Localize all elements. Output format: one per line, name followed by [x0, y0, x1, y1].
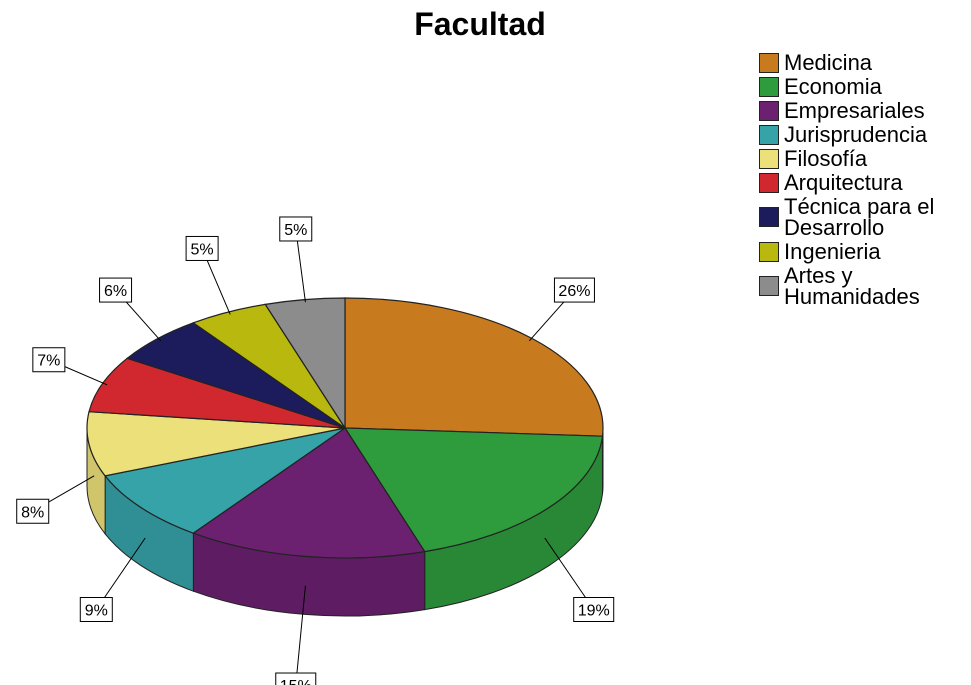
pie-top [86, 297, 604, 559]
legend-item-6: Técnica para el Desarrollo [759, 194, 971, 240]
data-label-box-5 [32, 347, 66, 373]
legend-item-3: Jurisprudencia [759, 122, 971, 147]
data-label-box-7 [185, 235, 219, 261]
legend-label-0: Medicina [784, 50, 873, 75]
legend-swatch-0 [759, 52, 779, 73]
legend-label-1: Economia [784, 74, 882, 99]
legend-swatch-5 [759, 172, 779, 193]
legend-label-5: Arquitectura [784, 170, 903, 195]
data-label-6: 6% [104, 283, 127, 300]
legend-item-8: Artes y Humanidades [759, 263, 971, 309]
legend-label-7: Ingenieria [784, 239, 881, 264]
legend-swatch-4 [759, 148, 779, 169]
pie-slice-3 [104, 427, 346, 534]
legend-item-0: Medicina [759, 50, 971, 75]
legend-swatch-1 [759, 76, 779, 97]
chart-title: Facultad [414, 6, 546, 42]
pie-slice-4 [86, 411, 346, 477]
data-label-box-0 [553, 277, 595, 303]
data-label-5: 7% [37, 353, 60, 370]
data-label-box-3 [79, 597, 113, 623]
data-label-7: 5% [191, 241, 214, 258]
legend-swatch-2 [759, 100, 779, 121]
legend-swatch-7 [759, 241, 779, 262]
legend-swatch-8 [759, 276, 779, 296]
data-label-box-8 [279, 216, 313, 242]
pie-labels: 26% 19% 15% 9% 8% 7% 6% 5% 5% [16, 216, 615, 685]
data-label-box-1 [573, 597, 615, 623]
legend-item-7: Ingenieria [759, 239, 971, 264]
pie-slice-5 [88, 357, 346, 429]
legend-item-4: Filosofía [759, 146, 971, 171]
legend: Medicina Economia Empresariales Jurispruden… [759, 52, 971, 310]
data-label-box-6 [99, 277, 133, 303]
legend-swatch-6 [759, 207, 779, 227]
data-label-3: 9% [85, 603, 108, 620]
pie-side-walls [86, 427, 604, 617]
data-label-1: 19% [578, 603, 610, 620]
data-label-2: 15% [280, 678, 312, 685]
legend-swatch-3 [759, 124, 779, 145]
data-label-0: 26% [558, 283, 590, 300]
data-label-8: 5% [284, 222, 307, 239]
legend-item-5: Arquitectura [759, 170, 971, 195]
data-label-4: 8% [21, 504, 44, 521]
pie-slice-1 [343, 427, 604, 553]
data-label-box-2 [275, 672, 317, 685]
leader-line-2 [295, 585, 306, 685]
data-label-box-4 [16, 498, 50, 524]
legend-item-1: Economia [759, 74, 971, 99]
legend-item-2: Empresariales [759, 98, 971, 123]
pie-slice-0 [344, 297, 604, 437]
pie-slice-2 [192, 427, 426, 559]
legend-label-2: Empresariales [784, 98, 925, 123]
legend-label-3: Jurisprudencia [784, 122, 928, 147]
legend-label-4: Filosofía [784, 146, 868, 171]
legend-label-6: Técnica para el Desarrollo [784, 194, 935, 240]
legend-label-8: Artes y Humanidades [784, 263, 920, 309]
